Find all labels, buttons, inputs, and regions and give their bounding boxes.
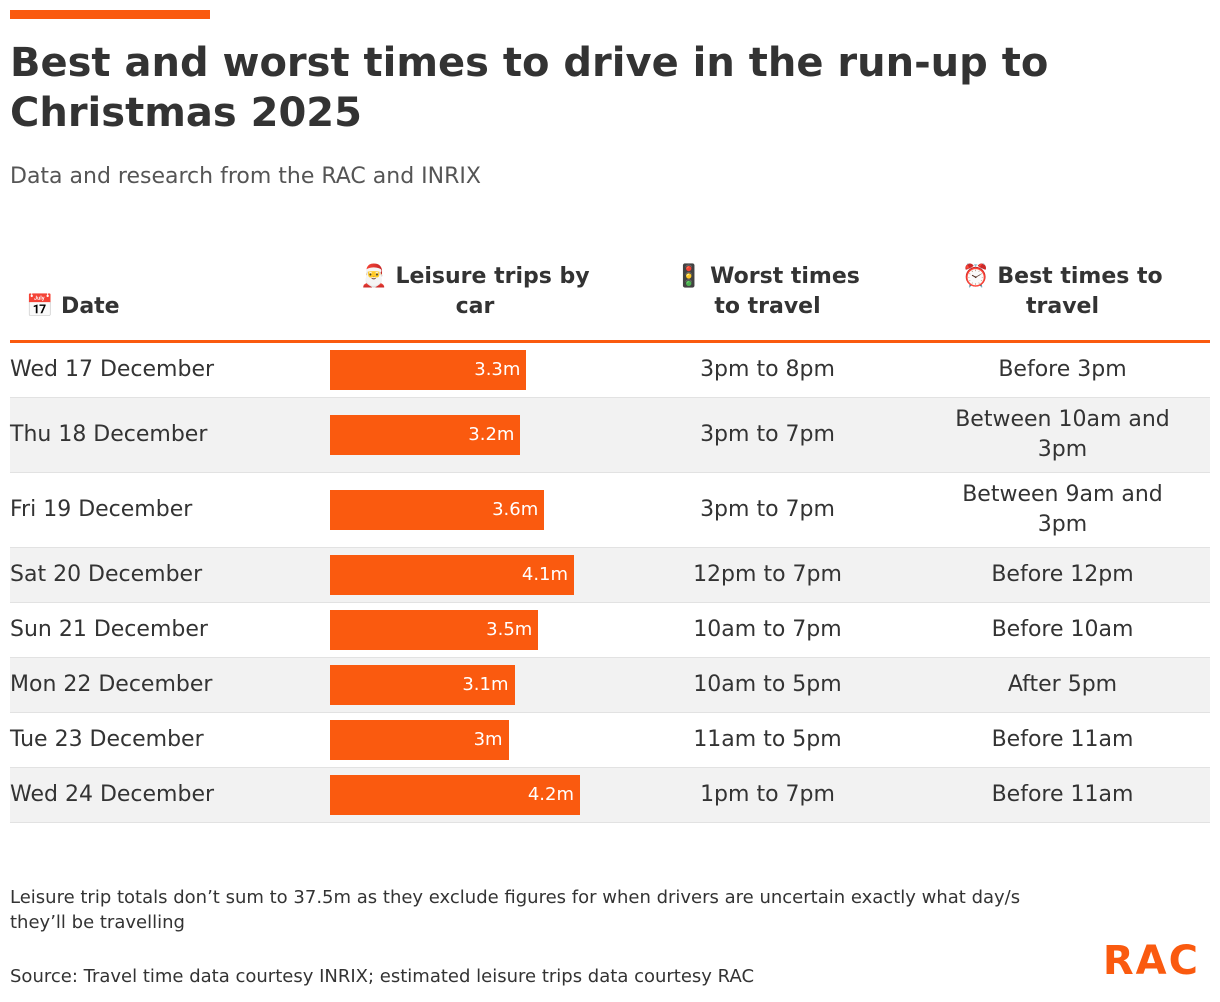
date-cell: Wed 24 December <box>10 782 215 807</box>
worst-cell: 3pm to 7pm <box>700 422 835 447</box>
table-row: Wed 24 December 4.2m 1pm to 7pm Before 11am <box>10 768 1210 823</box>
best-cell: After 5pm <box>1007 672 1118 697</box>
date-cell: Mon 22 December <box>10 672 213 697</box>
header-row: 📅 Date 🎅 Leisure trips by car 🚦 Worst time… <box>10 262 1210 343</box>
bar-label: 3.3m <box>474 359 521 380</box>
column-header: 📅 Date <box>26 294 120 319</box>
title: Best and worst times to drive in the run… <box>10 40 1049 136</box>
trips-cell: 3.2m <box>330 408 620 462</box>
worst-cell: 10am to 7pm <box>693 617 842 642</box>
bar-label: 4.2m <box>527 784 574 805</box>
trips-cell: 3.1m <box>330 658 620 712</box>
best-cell: Before 3pm <box>998 357 1127 382</box>
best-cell: Before 12pm <box>991 562 1134 587</box>
column-header: ⏰ Best times to travel <box>962 264 1163 319</box>
worst-cell: 10am to 5pm <box>693 672 842 697</box>
best-cell: Before 11am <box>991 782 1134 807</box>
column-header: 🎅 Leisure trips by car <box>360 264 590 319</box>
trips-cell: 3.3m <box>330 343 620 397</box>
bar-label: 3.6m <box>492 499 539 520</box>
best-cell: Before 10am <box>991 617 1134 642</box>
trips-cell: 4.2m <box>330 768 620 822</box>
worst-cell: 3pm to 8pm <box>700 357 835 382</box>
trips-cell: 3.5m <box>330 603 620 657</box>
bar-label: 3.1m <box>462 674 509 695</box>
bar: 3.3m <box>330 350 527 390</box>
table-row: Fri 19 December 3.6m 3pm to 7pm Between 9am… <box>10 473 1210 548</box>
table-row: Tue 23 December 3m 11am to 5pm Before 11am <box>10 713 1210 768</box>
worst-cell: 12pm to 7pm <box>693 562 842 587</box>
bar-label: 3.2m <box>468 424 515 445</box>
logo: RAC <box>1102 938 1200 984</box>
bar: 3.1m <box>330 665 515 705</box>
bar-label: 3.5m <box>486 619 533 640</box>
date-cell: Fri 19 December <box>10 497 193 522</box>
column-header: 🚦 Worst times to travel <box>675 264 860 319</box>
bar: 3.6m <box>330 490 545 530</box>
bar: 3.2m <box>330 415 521 455</box>
bar: 4.1m <box>330 555 575 595</box>
bar: 3m <box>330 720 509 760</box>
date-cell: Sat 20 December <box>10 562 203 587</box>
date-cell: Thu 18 December <box>10 422 208 447</box>
footnote: Leisure trip totals don’t sum to 37.5m a… <box>10 887 1021 933</box>
table-row: Thu 18 December 3.2m 3pm to 7pm Between 10a… <box>10 398 1210 473</box>
subtitle: Data and research from the RAC and INRIX <box>10 164 481 189</box>
table-row: Mon 22 December 3.1m 10am to 5pm After 5pm <box>10 658 1210 713</box>
bar: 3.5m <box>330 610 539 650</box>
date-cell: Wed 17 December <box>10 357 215 382</box>
worst-cell: 3pm to 7pm <box>700 497 835 522</box>
bar-label: 4.1m <box>521 564 569 585</box>
worst-cell: 1pm to 7pm <box>700 782 835 807</box>
source: Source: Travel time data courtesy INRIX;… <box>10 966 755 987</box>
date-cell: Tue 23 December <box>10 727 204 752</box>
table: 📅 Date 🎅 Leisure trips by car 🚦 Worst time… <box>10 262 1210 823</box>
bar-label: 3m <box>473 729 503 750</box>
best-cell: Between 10am and 3pm <box>955 407 1170 462</box>
bar: 4.2m <box>330 775 580 815</box>
accent-bar <box>10 10 210 19</box>
trips-cell: 4.1m <box>330 548 620 602</box>
trips-cell: 3.6m <box>330 483 620 537</box>
date-cell: Sun 21 December <box>10 617 208 642</box>
best-cell: Between 9am and 3pm <box>962 482 1163 537</box>
table-row: Sun 21 December 3.5m 10am to 7pm Before 10a… <box>10 603 1210 658</box>
worst-cell: 11am to 5pm <box>693 727 842 752</box>
table-row: Wed 17 December 3.3m 3pm to 8pm Before 3pm <box>10 343 1210 398</box>
table-row: Sat 20 December 4.1m 12pm to 7pm Before 12p… <box>10 548 1210 603</box>
best-cell: Before 11am <box>991 727 1134 752</box>
trips-cell: 3m <box>330 713 620 767</box>
